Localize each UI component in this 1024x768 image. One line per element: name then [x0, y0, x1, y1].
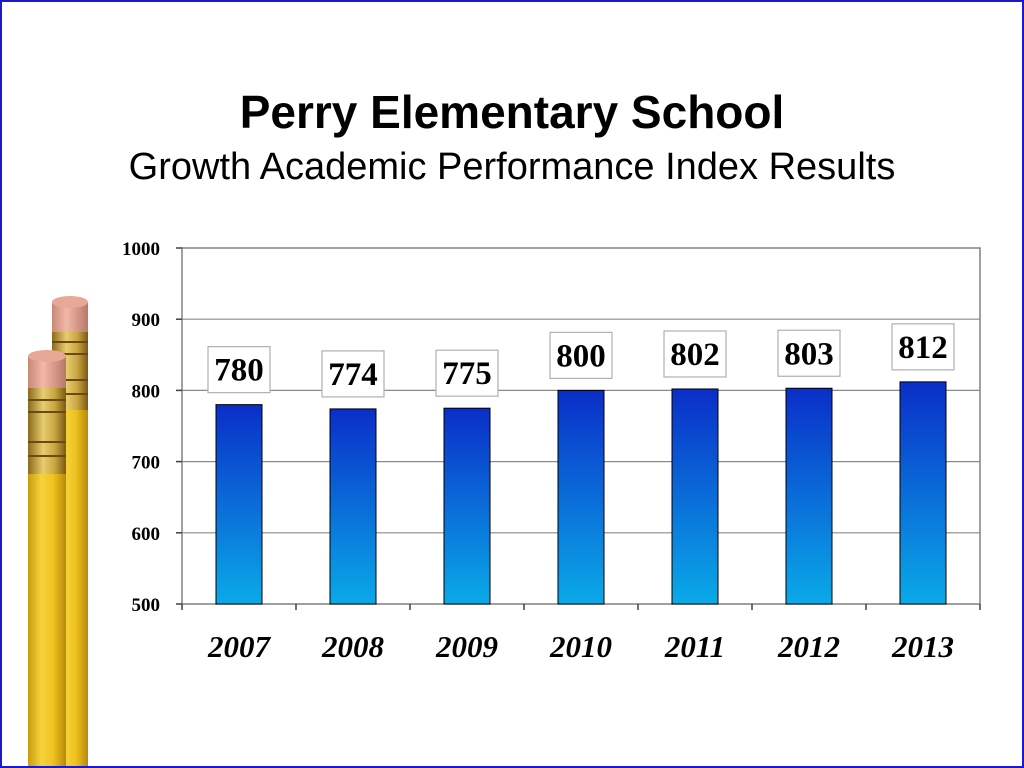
data-label-box — [777, 329, 841, 377]
data-labels: 780 774 775 800 802 803 812 — [207, 323, 955, 398]
x-tick-label-2008: 2008 — [321, 629, 385, 664]
data-label-2008: 774 — [328, 357, 378, 393]
data-label-2011: 802 — [670, 337, 720, 373]
x-tick-label-2013: 2013 — [891, 629, 954, 664]
pencil-icon-front — [28, 350, 66, 766]
data-label-box — [207, 346, 271, 394]
data-label-box — [321, 350, 385, 398]
data-label-2007: 780 — [214, 353, 264, 389]
y-axis: 500 600 700 800 900 1000 — [122, 239, 182, 616]
data-label-2009: 775 — [442, 356, 492, 392]
bar-2007 — [215, 404, 263, 605]
data-label-2013: 812 — [898, 330, 948, 366]
y-tick-label: 900 — [132, 310, 161, 331]
data-label-2010: 800 — [556, 338, 606, 374]
x-tick-label-2011: 2011 — [664, 629, 725, 664]
x-tick-label-2012: 2012 — [777, 629, 840, 664]
y-tick-label: 500 — [132, 595, 161, 616]
slide-title: Perry Elementary School — [239, 86, 785, 138]
data-label-box — [435, 349, 499, 397]
pencils-decoration — [28, 296, 88, 766]
x-tick-label-2009: 2009 — [435, 629, 498, 664]
data-label-2012: 803 — [784, 336, 834, 372]
bar-2011 — [671, 388, 719, 605]
y-tick-label: 600 — [132, 524, 161, 545]
bar-2008 — [329, 408, 377, 605]
bar-2010 — [557, 389, 605, 605]
x-tick-label-2010: 2010 — [549, 629, 612, 664]
data-label-box — [663, 330, 727, 378]
y-tick-label: 700 — [132, 453, 161, 474]
data-label-box — [891, 323, 955, 371]
bars — [215, 381, 947, 605]
x-axis: 2007 2008 2009 2010 2011 2012 2013 — [181, 604, 981, 664]
bar-2012 — [785, 387, 833, 605]
x-tick-label-2007: 2007 — [207, 629, 272, 664]
y-tick-label: 1000 — [122, 239, 160, 260]
y-tick-label: 800 — [132, 381, 161, 402]
slide-subtitle: Growth Academic Performance Index Result… — [128, 146, 896, 188]
bar-2009 — [443, 407, 491, 605]
data-label-box — [549, 331, 613, 379]
bar-2013 — [899, 381, 947, 605]
